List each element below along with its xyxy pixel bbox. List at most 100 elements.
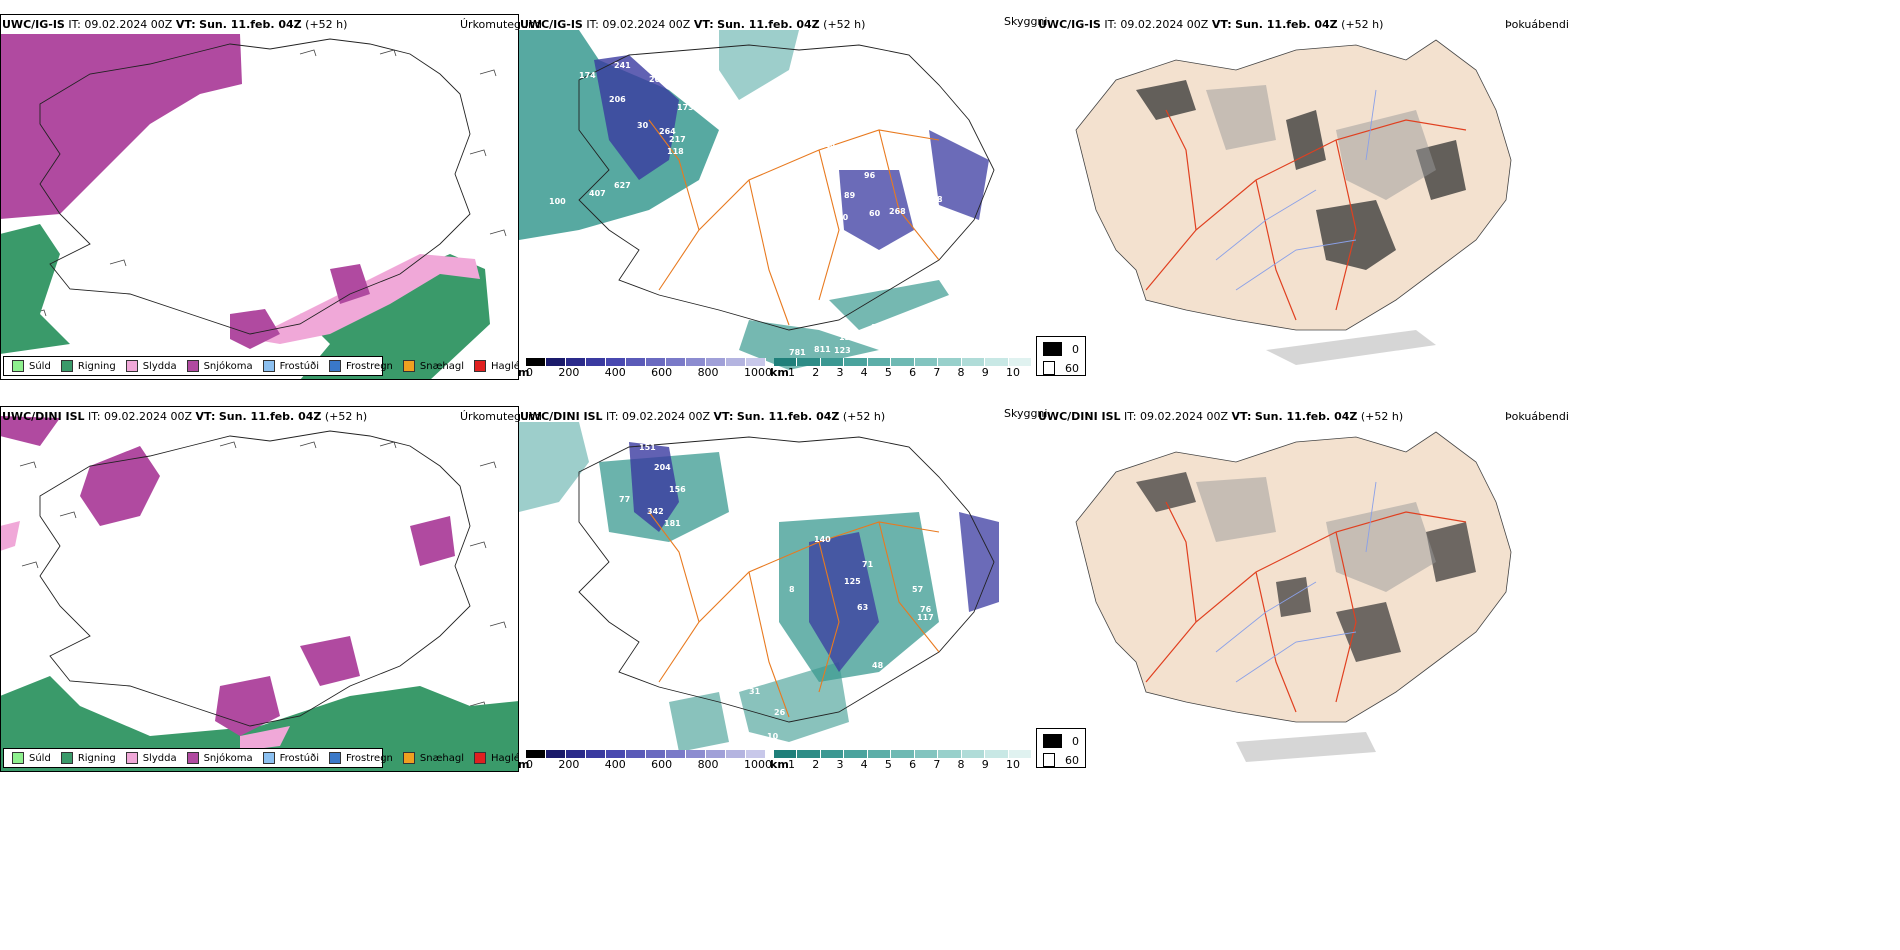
cloud-base-label: 90 — [837, 213, 849, 222]
legend-label: Frostúði — [279, 360, 319, 372]
cloud-base-label: 204 — [654, 463, 671, 472]
colorbar-cell — [526, 358, 546, 366]
colorbar-cell — [1008, 358, 1032, 366]
model-name: UWC/DINI ISL — [1038, 410, 1121, 423]
fog-dark-areas — [1136, 472, 1476, 662]
coastline — [39, 38, 471, 335]
colorbar-cell — [844, 358, 868, 366]
legend-label: Snjókoma — [203, 360, 253, 372]
cloud-title-2: Skyggni — [1004, 407, 1048, 420]
vt-label: VT: — [713, 410, 734, 423]
precip-legend-item: Súld — [12, 752, 51, 764]
cloud-base-label: 10 — [767, 732, 779, 741]
tick-label: 7 — [933, 758, 941, 771]
vis-teal-nw — [519, 422, 589, 512]
legend-swatch — [262, 752, 275, 764]
precip-legend-item: Frostúði — [262, 752, 319, 764]
cloud-base-label: 174 — [579, 71, 596, 80]
tick-label: 10 — [1005, 366, 1020, 379]
colorbar-cell — [646, 750, 666, 758]
fog-map-1 — [1075, 39, 1512, 365]
snow-area-south — [230, 264, 370, 349]
legend-label: Rigning — [77, 752, 116, 764]
legend-swatch — [402, 360, 415, 372]
init-time: 09.02.2024 00Z — [84, 18, 173, 31]
tick-label: 600 — [651, 758, 673, 771]
tick-label: 6 — [909, 758, 917, 771]
colorbar-cell — [985, 750, 1009, 758]
cloud-base-label: 76 — [920, 605, 932, 614]
cloud-base-label: 156 — [669, 485, 686, 494]
lead-time: (+52 h) — [1360, 410, 1404, 423]
colorbar-cell — [566, 358, 586, 366]
tick-label: 10 — [1005, 758, 1020, 771]
fog-legend-item: 0 — [1043, 342, 1079, 356]
cloud-base-label: 209 — [649, 75, 666, 84]
cloud-base-label: 123 — [834, 346, 851, 355]
colorbar-cell — [606, 750, 626, 758]
colorbar-cell — [626, 750, 646, 758]
cloud-base-label: 241 — [614, 61, 631, 70]
legend-label: Slydda — [142, 752, 177, 764]
model-name: UWC/DINI ISL — [2, 410, 85, 423]
cloud-base-ticks-1: 0 200 400 600 800 1000 — [526, 366, 772, 379]
colorbar-cell — [526, 750, 546, 758]
tick-label: 4 — [860, 758, 868, 771]
coastline — [578, 44, 995, 331]
cloud-base-label: 627 — [614, 181, 631, 190]
precip-legend-item: Frostregn — [329, 752, 393, 764]
tick-label: 9 — [981, 366, 989, 379]
colorbar-cell — [706, 750, 726, 758]
cloud-base-label: 26 — [774, 708, 786, 717]
fog-light-areas — [1196, 477, 1436, 592]
snow-area-south — [215, 516, 455, 736]
precip-map-panel-1: Súld Rigning Slydda Snjókoma Frostúði Frostre… — [0, 14, 519, 380]
cloud-base-label: 811 — [814, 345, 831, 354]
precip-legend-item: Haglél — [474, 360, 519, 372]
fog-offshore — [1236, 732, 1376, 762]
legend-label: 0 — [1072, 342, 1079, 356]
cloud-base-label: 57 — [912, 585, 923, 594]
legend-swatch — [402, 752, 415, 764]
cloud-base-label: 77 — [619, 495, 630, 504]
cloud-base-label: 178 — [871, 323, 888, 332]
fog-legend-item: 0 — [1043, 734, 1079, 748]
cloud-base-label: 89 — [844, 191, 856, 200]
precip-map-1 — [0, 14, 519, 380]
snow-area — [0, 34, 242, 219]
vt-label: VT: — [195, 410, 216, 423]
legend-swatch — [125, 360, 138, 372]
init-time: 09.02.2024 00Z — [104, 410, 193, 423]
colorbar-cell — [797, 750, 821, 758]
cloud-map-panel-1: 174 241 209 173 206 30 264 217 118 627 407 100 144 20… — [519, 30, 1036, 380]
visibility-colorbar-2 — [774, 750, 1032, 758]
tick-label: 3 — [836, 758, 844, 771]
valid-time: Sun. 11.feb. 04Z — [1235, 18, 1338, 31]
precip-legend-item: Slydda — [125, 360, 177, 372]
legend-label: Frostregn — [346, 360, 393, 372]
cloud-base-label: 342 — [647, 507, 664, 516]
colorbar-cell — [566, 750, 586, 758]
fog-legend-1: 0 60 — [1036, 336, 1086, 376]
vt-label: VT: — [693, 18, 714, 31]
visibility-ticks-1: 1 2 3 4 5 6 7 8 9 10 — [788, 366, 1020, 379]
cloud-base-label: 264 — [659, 127, 676, 136]
valid-time: Sun. 11.feb. 04Z — [218, 410, 322, 423]
colorbar-cell — [666, 358, 686, 366]
colorbar-cell — [706, 358, 726, 366]
init-time: 09.02.2024 00Z — [622, 410, 711, 423]
fog-legend-item: 60 — [1043, 361, 1079, 375]
legend-label: 60 — [1065, 361, 1079, 375]
cloud-header-2: UWC/DINI ISL IT: 09.02.2024 00Z VT: Sun.… — [520, 410, 885, 423]
cloud-base-label: 30 — [637, 121, 649, 130]
colorbar-cell — [891, 358, 915, 366]
cloud-base-label: 173 — [677, 103, 694, 112]
init-time: 09.02.2024 00Z — [1120, 18, 1209, 31]
cloud-base-label: 87 — [751, 739, 762, 748]
vis-teal-south — [669, 662, 849, 752]
red-roads — [1145, 501, 1467, 713]
tick-label: 9 — [981, 758, 989, 771]
cloud-blue-e — [839, 130, 989, 250]
legend-swatch — [60, 360, 73, 372]
